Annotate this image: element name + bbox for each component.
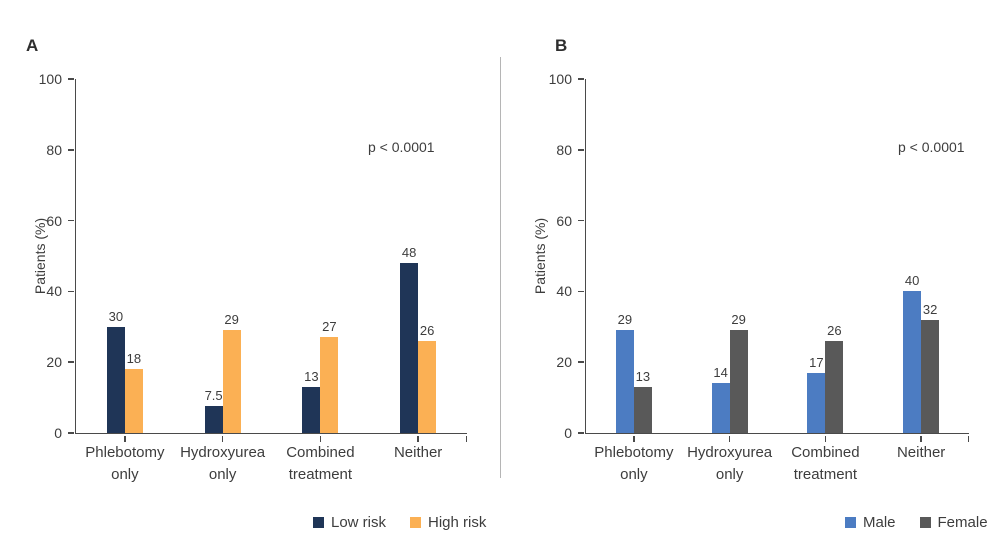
- panel-divider-line: [500, 57, 501, 478]
- female-swatch-icon: [919, 517, 931, 528]
- y-axis-tick-label: 80: [46, 141, 62, 158]
- panel-b-plot-area: 0 20 40 60 80 100 Phlebotomy only 29 13 Hydroxyur…: [549, 72, 969, 483]
- x-axis-tick: [221, 436, 224, 442]
- legend-item-male: Male: [845, 514, 896, 531]
- bar-high-risk: [320, 337, 339, 433]
- y-axis-tick: [68, 78, 74, 80]
- bar-value-label: 30: [108, 308, 124, 324]
- panel-b-label: B: [555, 36, 568, 55]
- y-axis-tick-label: 20: [556, 354, 572, 371]
- bar-low-risk: [302, 386, 321, 433]
- bar-value-label: 18: [126, 351, 142, 367]
- bar-value-label: 14: [713, 365, 728, 381]
- x-axis-category-label: Neither: [393, 444, 443, 461]
- panel-b-legend: Male Female: [845, 514, 988, 531]
- bar-female: [921, 319, 940, 433]
- panel-b: B Patients (%) p < 0.0001 0 20 40 60 80 100 Ph…: [500, 0, 1000, 555]
- bar-female: [633, 386, 652, 433]
- bar-male: [807, 372, 826, 433]
- y-axis-tick: [68, 149, 74, 151]
- x-axis-tick: [417, 436, 419, 442]
- panel-a-p-value: p < 0.0001: [368, 139, 435, 155]
- bar-male: [711, 383, 730, 433]
- legend-item-low-risk: Low risk: [313, 514, 386, 531]
- x-axis-end-tick: [967, 436, 969, 442]
- panel-a: A Patients (%) p < 0.0001 0 20 40 60 80 100 Ph…: [26, 36, 486, 531]
- x-axis-end-tick: [465, 436, 467, 442]
- y-axis-tick: [578, 361, 584, 363]
- y-axis-tick-label: 0: [54, 425, 62, 441]
- x-axis-category-label: Neither: [896, 444, 946, 461]
- y-axis-tick-label: 20: [46, 354, 62, 371]
- bar-value-label: 26: [419, 322, 435, 338]
- panel-a-label: A: [26, 36, 39, 55]
- y-axis-tick-label: 60: [556, 212, 572, 229]
- bar-value-label: 17: [809, 354, 824, 370]
- x-axis-tick: [319, 436, 322, 442]
- x-axis-category-label: Phlebotomy only: [594, 444, 674, 483]
- y-axis-tick-label: 100: [548, 71, 572, 87]
- y-axis-tick: [578, 219, 584, 222]
- y-axis-tick-label: 80: [556, 141, 572, 158]
- bar-male: [615, 330, 634, 433]
- y-axis-tick-label: 60: [46, 212, 62, 229]
- x-axis-category-label: Combined treatment: [791, 444, 860, 483]
- x-axis-category-label: Phlebotomy only: [85, 444, 165, 483]
- legend-label-low-risk: Low risk: [331, 514, 387, 531]
- bar-value-label: 13: [304, 368, 319, 384]
- bar-value-label: 32: [922, 301, 938, 317]
- bar-value-label: 13: [635, 368, 651, 384]
- x-axis-category-label: Hydroxyurea only: [180, 444, 266, 483]
- y-axis-tick: [68, 432, 74, 434]
- legend-item-high-risk: High risk: [410, 514, 486, 531]
- y-axis-tick: [68, 290, 74, 293]
- bar-value-label: 27: [322, 319, 337, 335]
- bar-value-label: 29: [731, 312, 746, 328]
- bar-high-risk: [124, 369, 143, 433]
- bar-low-risk: [400, 263, 419, 433]
- y-axis-tick-label: 100: [38, 71, 62, 87]
- high-risk-swatch-icon: [410, 517, 422, 528]
- x-axis-tick: [920, 436, 922, 442]
- bar-low-risk: [106, 326, 125, 433]
- panel-a-plot-area: 0 20 40 60 80 100 Phlebotomy only 30 18 Hydroxyur…: [39, 72, 467, 483]
- x-axis-tick: [728, 436, 731, 442]
- bar-female: [729, 330, 748, 433]
- bar-value-label: 40: [904, 273, 920, 289]
- y-axis-tick: [578, 290, 584, 293]
- y-axis-tick-label: 0: [564, 425, 572, 441]
- legend-item-female: Female: [919, 514, 988, 531]
- bar-high-risk: [222, 330, 241, 433]
- bar-value-label: 48: [401, 245, 417, 261]
- low-risk-swatch-icon: [313, 517, 324, 528]
- y-axis-tick: [68, 219, 74, 222]
- y-axis-tick: [68, 361, 74, 363]
- x-axis-tick: [824, 436, 827, 442]
- bar-low-risk: [204, 406, 223, 433]
- legend-label-male: Male: [863, 514, 896, 531]
- y-axis-tick-label: 40: [556, 283, 572, 300]
- x-axis-category-label: Hydroxyurea only: [687, 444, 773, 483]
- y-axis-tick: [578, 149, 584, 151]
- panel-b-y-axis-title: Patients (%): [532, 217, 548, 295]
- bar-high-risk: [418, 340, 437, 433]
- x-axis-category-label: Combined treatment: [286, 444, 355, 483]
- bar-value-label: 29: [617, 312, 633, 328]
- male-swatch-icon: [845, 517, 856, 528]
- x-axis-tick: [633, 436, 635, 442]
- y-axis-tick: [578, 432, 584, 434]
- legend-label-female: Female: [937, 514, 988, 531]
- bar-female: [825, 340, 844, 433]
- bar-value-label: 29: [224, 312, 239, 328]
- legend-label-high-risk: High risk: [428, 514, 487, 531]
- y-axis-tick: [578, 78, 584, 80]
- panel-a-legend: Low risk High risk: [313, 514, 486, 531]
- bar-value-label: 7.5: [204, 388, 223, 404]
- y-axis-tick-label: 40: [46, 283, 62, 300]
- panel-b-p-value: p < 0.0001: [898, 139, 965, 155]
- bar-value-label: 26: [827, 322, 842, 338]
- bar-male: [903, 291, 922, 433]
- x-axis-tick: [124, 436, 126, 442]
